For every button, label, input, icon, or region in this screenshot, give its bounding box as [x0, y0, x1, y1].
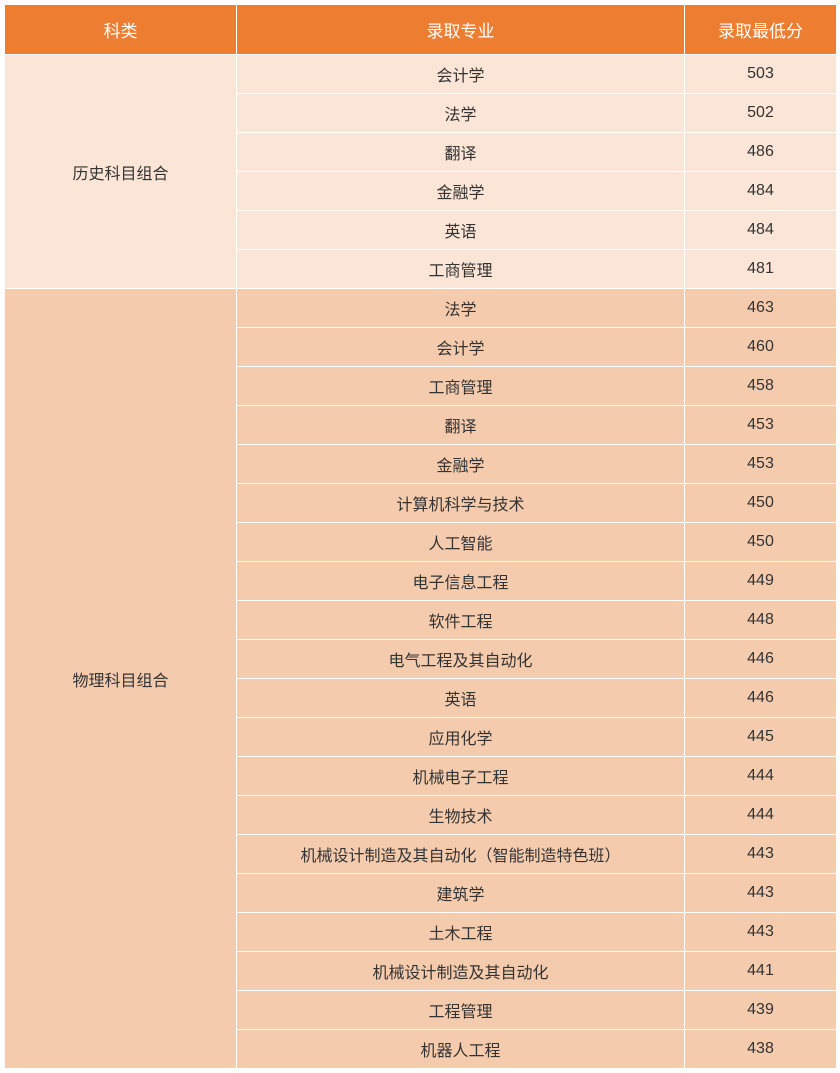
major-cell: 电子信息工程 — [237, 562, 685, 601]
category-cell: 历史科目组合 — [5, 55, 237, 289]
score-cell: 453 — [685, 445, 837, 484]
score-cell: 481 — [685, 250, 837, 289]
score-cell: 445 — [685, 718, 837, 757]
score-cell: 503 — [685, 55, 837, 94]
major-cell: 人工智能 — [237, 523, 685, 562]
score-cell: 450 — [685, 484, 837, 523]
table-body: 历史科目组合会计学503法学502翻译486金融学484英语484工商管理481… — [5, 55, 837, 1069]
score-cell: 484 — [685, 172, 837, 211]
major-cell: 机械设计制造及其自动化（智能制造特色班） — [237, 835, 685, 874]
major-cell: 生物技术 — [237, 796, 685, 835]
header-major: 录取专业 — [237, 5, 685, 55]
major-cell: 电气工程及其自动化 — [237, 640, 685, 679]
score-cell: 502 — [685, 94, 837, 133]
score-cell: 463 — [685, 289, 837, 328]
header-category: 科类 — [5, 5, 237, 55]
score-cell: 448 — [685, 601, 837, 640]
header-score: 录取最低分 — [685, 5, 837, 55]
score-cell: 446 — [685, 679, 837, 718]
major-cell: 建筑学 — [237, 874, 685, 913]
score-cell: 458 — [685, 367, 837, 406]
major-cell: 机械电子工程 — [237, 757, 685, 796]
score-cell: 439 — [685, 991, 837, 1030]
score-cell: 449 — [685, 562, 837, 601]
major-cell: 会计学 — [237, 55, 685, 94]
major-cell: 翻译 — [237, 133, 685, 172]
table-row: 物理科目组合法学463 — [5, 289, 837, 328]
score-cell: 450 — [685, 523, 837, 562]
major-cell: 应用化学 — [237, 718, 685, 757]
table-header: 科类 录取专业 录取最低分 — [5, 5, 837, 55]
score-cell: 460 — [685, 328, 837, 367]
major-cell: 土木工程 — [237, 913, 685, 952]
score-cell: 484 — [685, 211, 837, 250]
major-cell: 计算机科学与技术 — [237, 484, 685, 523]
score-cell: 453 — [685, 406, 837, 445]
score-cell: 444 — [685, 796, 837, 835]
score-cell: 441 — [685, 952, 837, 991]
major-cell: 软件工程 — [237, 601, 685, 640]
major-cell: 英语 — [237, 211, 685, 250]
score-cell: 443 — [685, 913, 837, 952]
table-row: 历史科目组合会计学503 — [5, 55, 837, 94]
major-cell: 工程管理 — [237, 991, 685, 1030]
score-cell: 438 — [685, 1030, 837, 1069]
major-cell: 机器人工程 — [237, 1030, 685, 1069]
major-cell: 工商管理 — [237, 367, 685, 406]
major-cell: 会计学 — [237, 328, 685, 367]
score-cell: 446 — [685, 640, 837, 679]
major-cell: 法学 — [237, 289, 685, 328]
major-cell: 金融学 — [237, 445, 685, 484]
major-cell: 工商管理 — [237, 250, 685, 289]
score-cell: 443 — [685, 874, 837, 913]
category-cell: 物理科目组合 — [5, 289, 237, 1069]
admission-table: 科类 录取专业 录取最低分 历史科目组合会计学503法学502翻译486金融学4… — [4, 4, 837, 1069]
major-cell: 英语 — [237, 679, 685, 718]
score-cell: 444 — [685, 757, 837, 796]
major-cell: 法学 — [237, 94, 685, 133]
major-cell: 翻译 — [237, 406, 685, 445]
major-cell: 机械设计制造及其自动化 — [237, 952, 685, 991]
major-cell: 金融学 — [237, 172, 685, 211]
score-cell: 486 — [685, 133, 837, 172]
score-cell: 443 — [685, 835, 837, 874]
